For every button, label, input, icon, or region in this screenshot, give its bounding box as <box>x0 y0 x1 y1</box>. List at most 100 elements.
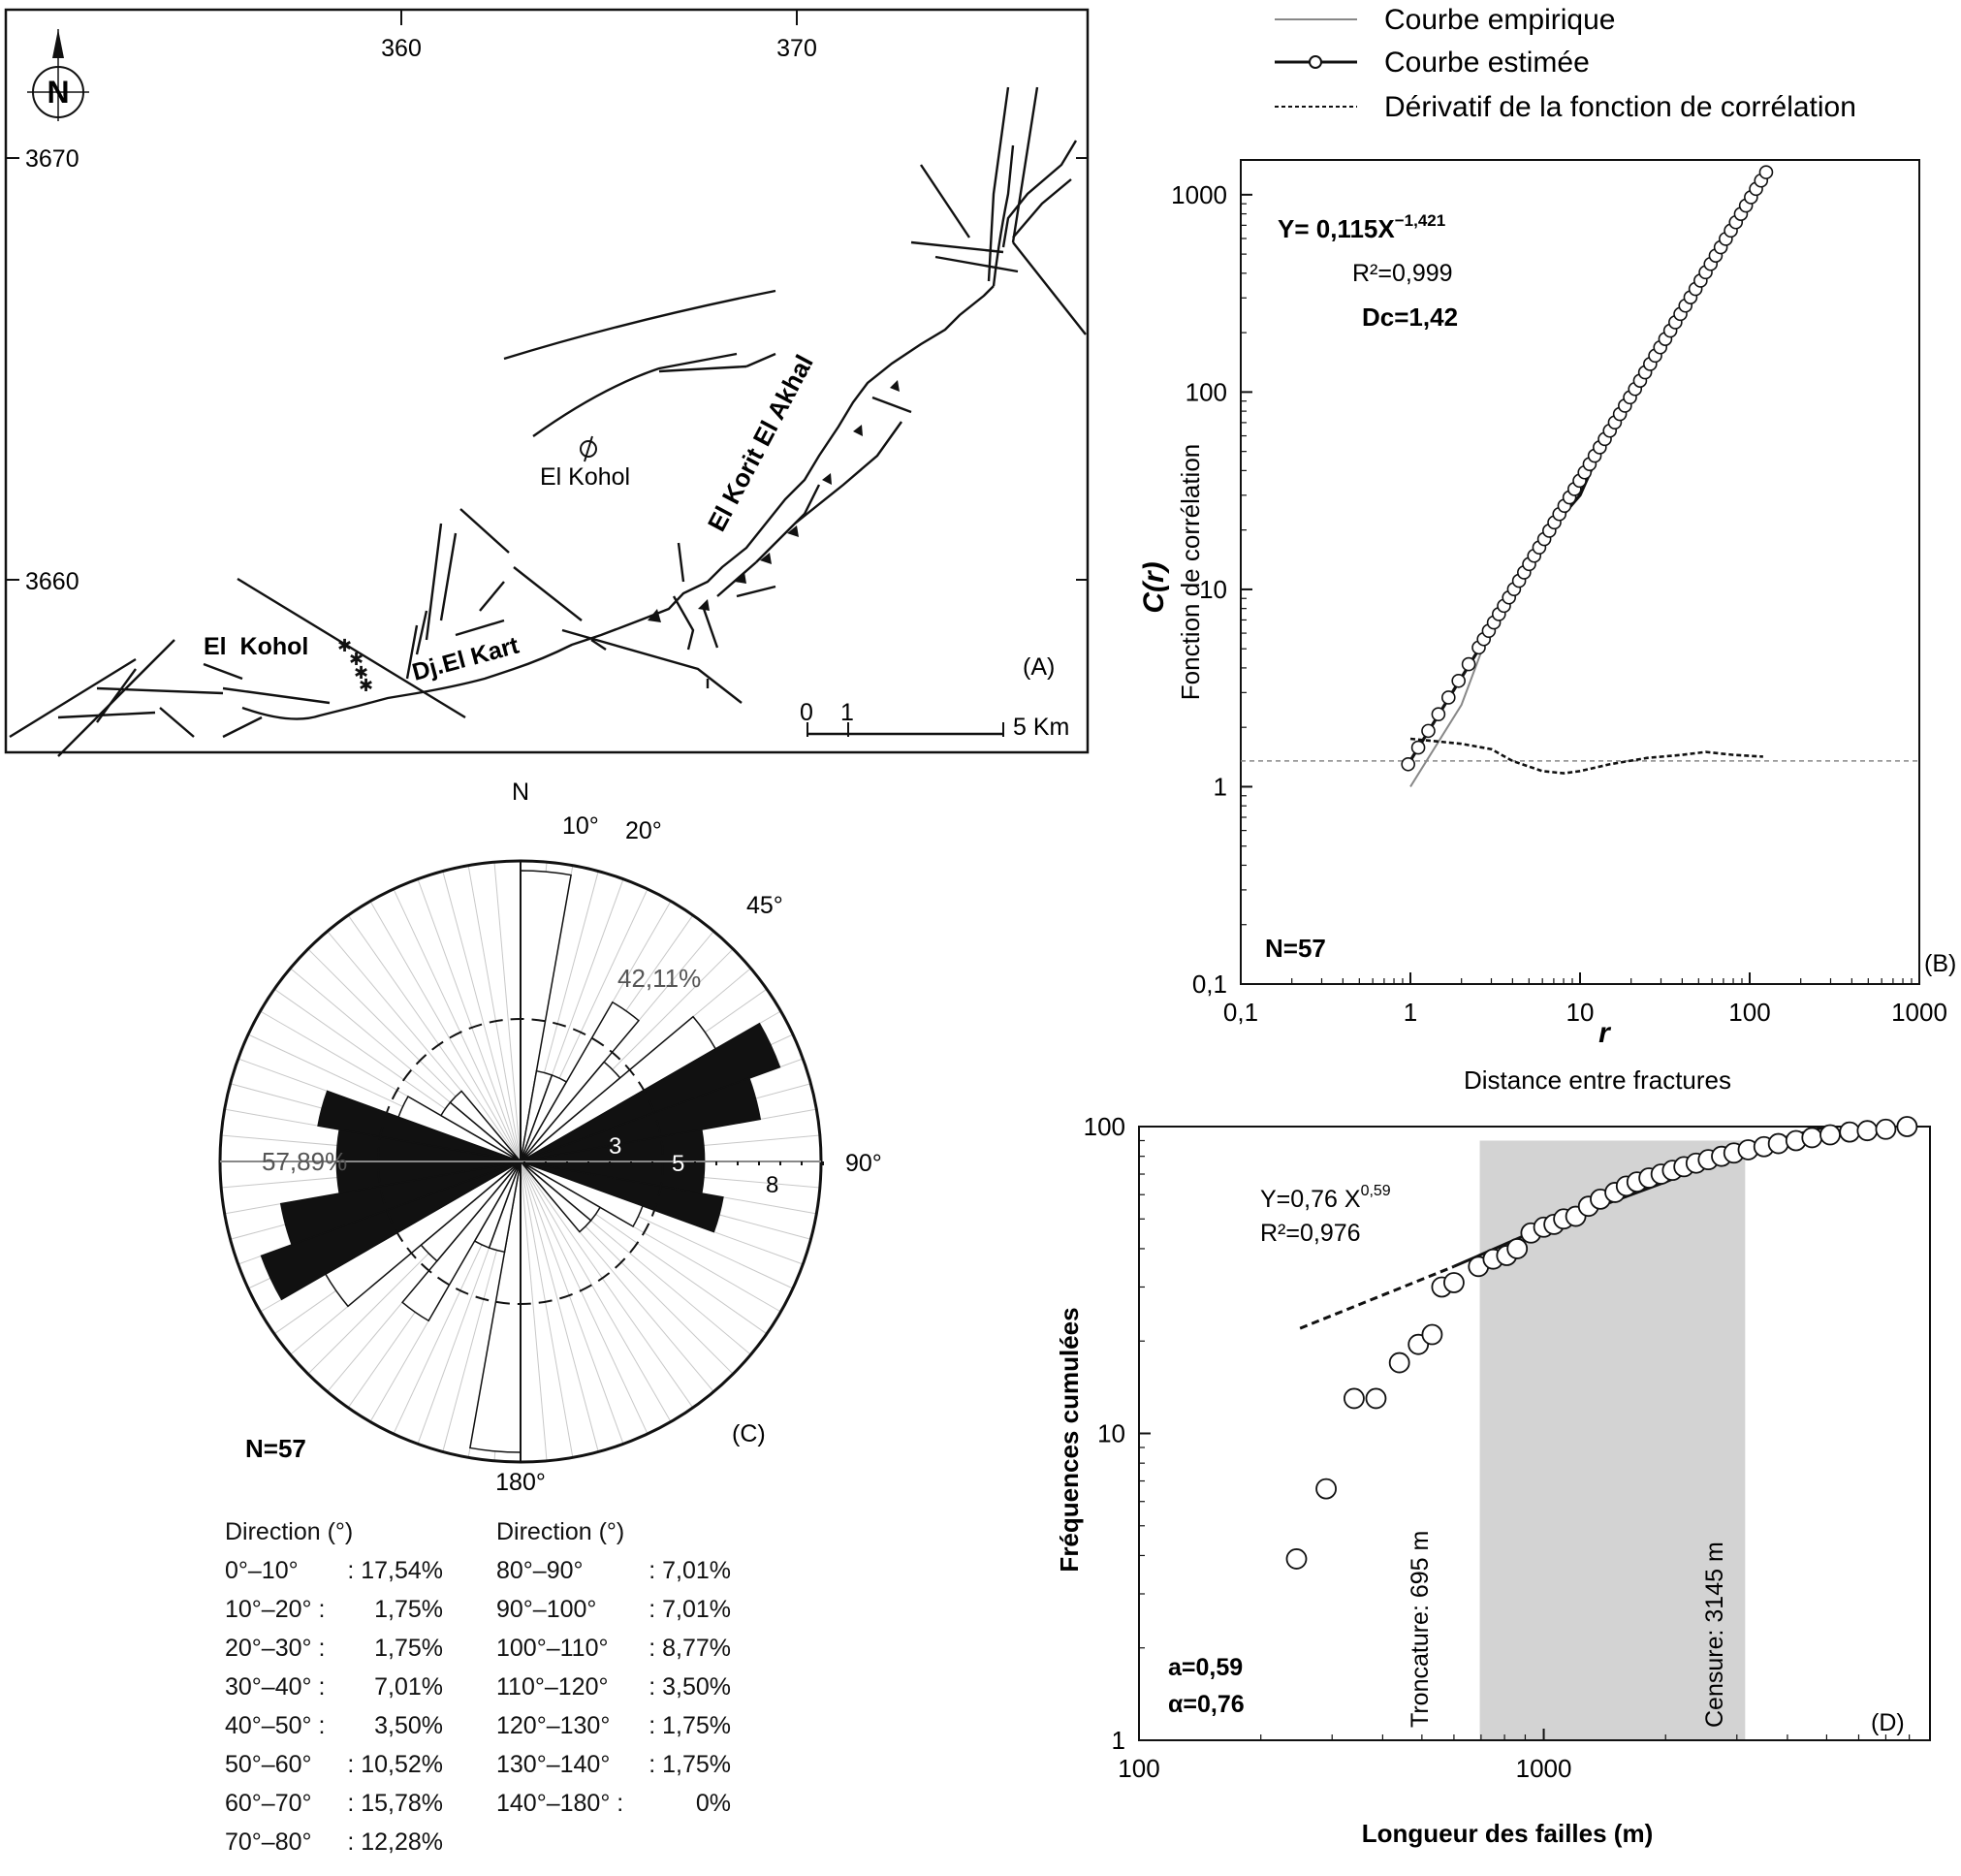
rose-petal <box>260 1161 522 1301</box>
data-point <box>1767 1132 1789 1155</box>
direction-range: 80°–90° <box>496 1557 584 1584</box>
rose-grid-spoke <box>520 1161 624 1445</box>
direction-row: 20°–30° : 1,75% <box>225 1629 443 1668</box>
rose-grid-spoke <box>493 862 522 1162</box>
direction-percent: 3,50% <box>374 1712 443 1739</box>
estimated-point <box>1451 673 1466 688</box>
direction-percent: : 7,01% <box>648 1596 731 1623</box>
data-point <box>1285 1548 1308 1570</box>
rose-diagram: N 180° 90° 10° 20° 45° 42,11% 57,89% 3 5… <box>218 779 882 1496</box>
data-point <box>1506 1238 1529 1259</box>
direction-percent: : 10,52% <box>347 1751 443 1778</box>
data-point <box>1875 1118 1897 1140</box>
rose-petal <box>397 1095 522 1162</box>
y-tick-label-b: 1 <box>1214 772 1227 801</box>
svg-text:✱: ✱ <box>359 676 373 695</box>
a-value: a=0,59 <box>1168 1654 1243 1681</box>
map-xtick-370: 370 <box>776 35 817 62</box>
direction-range: 30°–40° : <box>225 1673 326 1701</box>
estimated-point <box>1401 756 1415 772</box>
direction-percent: : 15,78% <box>347 1790 443 1817</box>
rose-east: 90° <box>845 1150 882 1177</box>
direction-percent: : 12,28% <box>347 1828 443 1856</box>
equation-d: Y=0,76 X0,59 <box>1260 1183 1391 1213</box>
fault-lines <box>9 86 1087 757</box>
direction-row: 110°–120°: 3,50% <box>496 1668 731 1706</box>
rose-angle-45: 45° <box>746 892 783 919</box>
rose-grid-spoke <box>520 1161 574 1458</box>
rose-petal <box>449 1090 522 1162</box>
y-tick-label-b: 10 <box>1199 575 1227 604</box>
ylabel-b: Fonction de corrélation <box>1176 444 1205 700</box>
direction-row: 70°–80°: 12,28% <box>225 1823 443 1861</box>
star-markers: ✱✱ ✱✱ <box>337 636 373 695</box>
estimated-point <box>1431 707 1446 721</box>
table-right-header: Direction (°) <box>496 1518 625 1545</box>
direction-percent: : 8,77% <box>648 1635 731 1662</box>
xlabel-b: Distance entre fractures <box>1464 1065 1731 1095</box>
estimated-point <box>1461 656 1476 672</box>
panel-d-label: (D) <box>1871 1709 1905 1736</box>
rose-n: N=57 <box>245 1434 306 1463</box>
rose-petal <box>401 1161 522 1322</box>
data-point <box>1801 1127 1823 1149</box>
rose-grid-spoke <box>520 1161 694 1409</box>
map-xtick-360: 360 <box>381 35 422 62</box>
map-frame <box>4 8 1090 754</box>
direction-range: 60°–70° <box>225 1790 312 1817</box>
direction-range: 10°–20° : <box>225 1596 326 1623</box>
rose-pct-left: 57,89% <box>262 1147 347 1176</box>
data-point <box>1896 1116 1918 1137</box>
rose-petal <box>520 1022 781 1162</box>
rose-grid-spoke <box>520 1161 648 1435</box>
direction-row: 30°–40° : 7,01% <box>225 1668 443 1706</box>
place-el-korit-el-akhal: El Korit El Akhal <box>702 350 819 536</box>
rose-grid-spoke <box>393 888 522 1162</box>
direction-range: 40°–50° : <box>225 1712 326 1739</box>
place-el-kohol-bold: El Kohol <box>204 633 308 660</box>
rose-petal <box>520 1161 592 1233</box>
censure-label: Censure: 3145 m <box>1701 1542 1728 1728</box>
data-point <box>1315 1478 1337 1500</box>
data-point <box>1443 1272 1465 1293</box>
legend-estimated-marker <box>1309 55 1322 69</box>
direction-range: 140°–180° : <box>496 1790 624 1817</box>
rose-petal <box>520 1001 640 1162</box>
place-el-kohol: El Kohol <box>540 463 630 491</box>
rose-grid-spoke <box>520 1161 548 1461</box>
direction-range: 130°–140° <box>496 1751 611 1778</box>
panel-b-label: (B) <box>1924 950 1956 977</box>
svg-text:✱: ✱ <box>337 636 352 655</box>
rose-ring-5: 5 <box>672 1151 684 1177</box>
rose-ring-8: 8 <box>766 1172 778 1198</box>
legend-empirical: Courbe empirique <box>1384 4 1615 36</box>
direction-percent: 1,75% <box>374 1635 443 1662</box>
scale-end: 5 Km <box>1013 714 1069 741</box>
rose-petal <box>279 1161 522 1246</box>
direction-row: 120°–130°: 1,75% <box>496 1706 731 1745</box>
estimated-point <box>1758 165 1774 179</box>
data-point <box>1856 1120 1879 1142</box>
rose-angle-20: 20° <box>625 817 662 844</box>
y-tick-label-b: 100 <box>1186 377 1227 406</box>
derivative-curve <box>1409 737 1763 775</box>
direction-range: 120°–130° <box>496 1712 611 1739</box>
direction-row: 90°–100°: 7,01% <box>496 1590 731 1629</box>
panel-a-label: (A) <box>1023 653 1055 681</box>
equation-d-main: Y=0,76 X <box>1260 1186 1361 1213</box>
scale-zero: 0 <box>800 699 813 726</box>
estimated-point <box>1410 740 1426 755</box>
legend-estimated: Courbe estimée <box>1384 47 1590 79</box>
rose-grid-spoke <box>369 901 522 1162</box>
direction-range: 50°–60° <box>225 1751 312 1778</box>
rose-petal <box>520 1161 644 1228</box>
rose-petal <box>520 1077 762 1162</box>
data-point <box>1365 1387 1387 1410</box>
direction-row: 140°–180° : 0% <box>496 1784 731 1823</box>
x-tick-label-d: 1000 <box>1516 1754 1572 1783</box>
direction-row: 50°–60° : 10,52% <box>225 1745 443 1784</box>
svg-text:✱: ✱ <box>349 650 364 669</box>
direction-row: 10°–20° : 1,75% <box>225 1590 443 1629</box>
r2-b: R²=0,999 <box>1352 260 1453 287</box>
equation-b: Y= 0,115X−1,421 <box>1278 211 1445 243</box>
